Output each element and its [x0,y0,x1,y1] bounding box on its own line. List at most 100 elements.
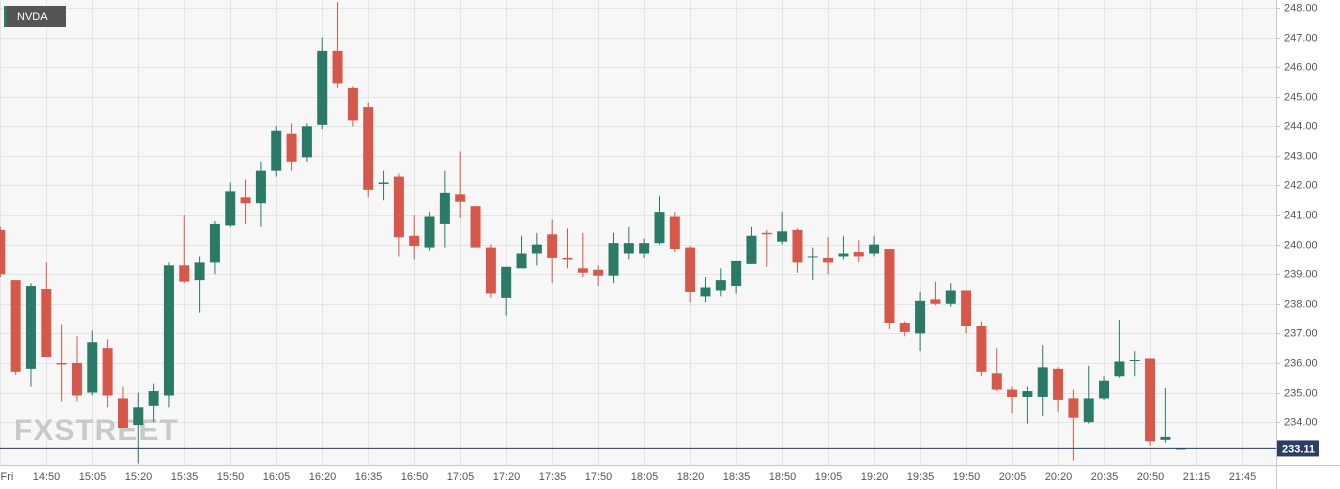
candle-body [823,257,834,263]
candle-body [976,325,987,372]
candle-body [1053,368,1064,400]
candle-body [1099,380,1110,399]
candle-body [317,50,328,125]
candle-body [807,256,818,258]
candle-body [961,290,972,326]
y-tick-label: 248.00 [1284,2,1318,14]
candle-body [930,299,941,304]
y-tick-label: 247.00 [1284,32,1318,44]
candle-body [608,243,619,276]
candle-body [1022,391,1033,397]
x-tick-label: 15:35 [171,471,199,483]
candle-body [501,266,512,298]
candle-body [1068,398,1079,418]
y-tick-label: 235.00 [1284,387,1318,399]
candle-body [547,234,558,258]
candle-body [669,216,680,250]
candle-body [10,280,21,372]
candle-body [301,126,312,158]
candle-body [470,206,481,248]
candle-body [194,262,205,281]
legend-box [4,6,66,27]
x-tick-label: 18:20 [677,471,705,483]
x-tick-label: 15:20 [125,471,153,483]
y-tick-label: 246.00 [1284,61,1318,73]
candle-body [409,235,420,247]
x-tick-label: 16:05 [263,471,291,483]
x-tick-label: 21:15 [1183,471,1211,483]
y-tick-label: 236.00 [1284,357,1318,369]
candle-body [654,212,665,244]
candle-body [991,373,1002,390]
candle-body [700,287,711,297]
last-price-label: 233.11 [1282,443,1315,455]
candle-body [363,107,374,190]
x-tick-label: 14:50 [33,471,61,483]
candle-body [1007,389,1018,397]
y-tick-label: 237.00 [1284,327,1318,339]
candle-body [1083,398,1094,423]
y-tick-label: 241.00 [1284,209,1318,221]
candle-body [347,87,358,121]
x-tick-label: 21:45 [1229,471,1257,483]
x-tick-label: 19:20 [861,471,889,483]
candle-body [838,253,849,257]
candle-body [623,243,634,254]
candle-body [439,192,450,224]
candle-body [455,194,466,202]
candle-body [853,252,864,257]
candle-body [915,300,926,334]
x-tick-label: 20:50 [1137,471,1165,483]
x-tick-label: 17:35 [539,471,567,483]
plot-area [0,0,1276,465]
candle-body [255,170,266,204]
candle-body [271,130,282,171]
x-tick-label: 19:35 [907,471,935,483]
x-tick-label: 16:35 [355,471,383,483]
candle-body [332,50,343,84]
candle-body [87,342,98,393]
candle-body [25,286,36,369]
candle-body [56,362,67,365]
x-tick-label: 17:20 [493,471,521,483]
legend-swatch [4,6,7,27]
candle-body [685,247,696,292]
candle-body [761,232,772,235]
x-tick-label: 20:05 [999,471,1027,483]
candle-body [393,176,404,238]
candle-body [516,253,527,269]
candle-body [777,231,788,242]
x-tick-label: 17:05 [447,471,475,483]
candle-body [639,243,650,254]
candle-body [102,348,113,396]
y-tick-label: 234.00 [1284,416,1318,428]
candle-body [562,257,573,260]
candle-body [792,229,803,263]
candle-body [71,362,82,396]
candle-body [286,133,297,162]
candle-body [0,229,6,275]
candle-body [899,323,910,332]
x-tick-label: 16:20 [309,471,337,483]
candle-body [41,288,52,358]
candle-body [225,191,236,226]
legend-label: NVDA [17,11,48,23]
watermark: FXSTREET [14,414,179,447]
candle-body [593,269,604,276]
candle-body [531,244,542,254]
candle-body [117,398,128,429]
candle-body [945,290,956,304]
candle-body [715,280,726,291]
candle-body [1037,367,1048,397]
y-tick-label: 243.00 [1284,150,1318,162]
y-tick-label: 240.00 [1284,239,1318,251]
x-tick-label: 18:05 [631,471,659,483]
candle-body [133,407,144,426]
x-tick-label: 20:20 [1045,471,1073,483]
candle-body [577,268,588,273]
candle-body [163,265,174,396]
y-tick-label: 242.00 [1284,179,1318,191]
candle-body [1145,358,1156,442]
candle-body [485,247,496,294]
